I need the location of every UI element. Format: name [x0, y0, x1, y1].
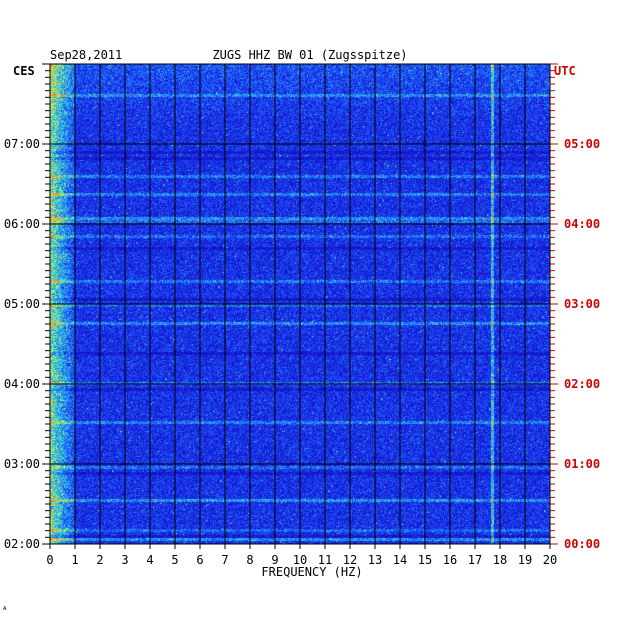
x-tick-label: 17 — [468, 553, 482, 567]
x-tick-label: 4 — [146, 553, 153, 567]
x-tick-label: 15 — [418, 553, 432, 567]
x-tick-label: 16 — [443, 553, 457, 567]
right-tick-label: 03:00 — [564, 297, 600, 311]
x-tick-label: 8 — [246, 553, 253, 567]
x-tick-label: 5 — [171, 553, 178, 567]
x-tick-label: 14 — [393, 553, 407, 567]
chart-title: ZUGS HHZ BW 01 (Zugsspitze) — [212, 48, 407, 62]
x-tick-label: 6 — [196, 553, 203, 567]
x-tick-label: 0 — [46, 553, 53, 567]
x-tick-label: 7 — [221, 553, 228, 567]
right-axis-label: UTC — [554, 64, 576, 78]
left-tick-label: 04:00 — [4, 377, 40, 391]
chart-date: Sep28,2011 — [50, 48, 122, 62]
left-tick-label: 03:00 — [4, 457, 40, 471]
x-tick-label: 11 — [318, 553, 332, 567]
right-tick-label: 02:00 — [564, 377, 600, 391]
x-tick-label: 2 — [96, 553, 103, 567]
left-tick-label: 07:00 — [4, 137, 40, 151]
left-tick-label: 05:00 — [4, 297, 40, 311]
frequency-axis: 0 1 2 3 4 5 6 7 8 9 10 11 12 13 14 15 16 17 18 19 20 — [46, 544, 557, 567]
x-tick-label: 12 — [343, 553, 357, 567]
footer-mark: ᴬ — [2, 606, 7, 616]
x-tick-label: 19 — [518, 553, 532, 567]
right-tick-label: 05:00 — [564, 137, 600, 151]
x-tick-label: 10 — [293, 553, 307, 567]
x-tick-label: 9 — [271, 553, 278, 567]
grid-lines — [42, 63, 558, 545]
x-tick-label: 20 — [543, 553, 557, 567]
right-tick-label: 00:00 — [564, 537, 600, 551]
x-tick-label: 3 — [121, 553, 128, 567]
x-tick-label: 18 — [493, 553, 507, 567]
x-tick-label: 1 — [71, 553, 78, 567]
left-axis-label: CES — [13, 64, 35, 78]
right-tick-label: 04:00 — [564, 217, 600, 231]
x-tick-label: 13 — [368, 553, 382, 567]
left-tick-label: 02:00 — [4, 537, 40, 551]
left-time-axis: 07:00 06:00 05:00 04:00 03:00 02:00 — [4, 137, 40, 551]
left-tick-label: 06:00 — [4, 217, 40, 231]
right-tick-label: 01:00 — [564, 457, 600, 471]
right-time-axis: 05:00 04:00 03:00 02:00 01:00 00:00 — [564, 137, 600, 551]
x-axis-label: FREQUENCY (HZ) — [261, 565, 362, 579]
